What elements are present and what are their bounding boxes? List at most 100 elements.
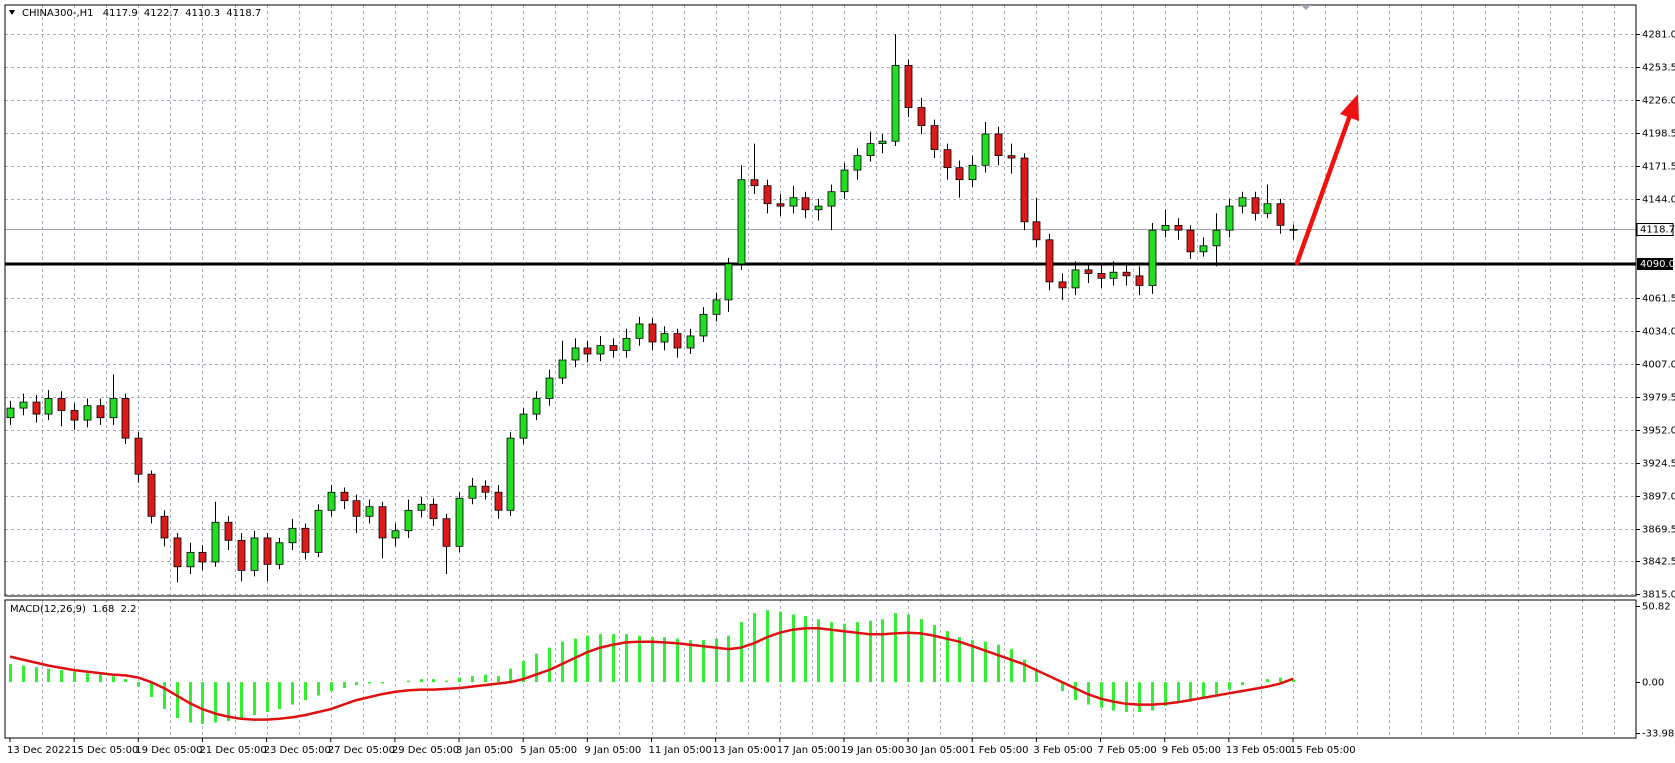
- candle-body: [404, 509, 413, 532]
- y-tick-label: 3815.0: [1642, 590, 1675, 601]
- y2-tick-label: -33.98: [1642, 729, 1674, 740]
- candle-body: [1058, 281, 1067, 289]
- candle-body: [596, 345, 605, 355]
- level-label: 4090.0: [1640, 259, 1675, 270]
- x-tick-label: 21 Dec 05:00: [199, 745, 266, 756]
- y-tick-label: 4007.0: [1642, 360, 1675, 371]
- candle-body: [635, 323, 644, 339]
- candle-body: [583, 347, 592, 355]
- candle-body: [173, 537, 182, 568]
- y-tick-label: 4034.0: [1642, 327, 1675, 338]
- current-price-box: [1636, 223, 1674, 236]
- candle-body: [250, 537, 259, 571]
- x-tick-label: 15 Feb 05:00: [1290, 745, 1356, 756]
- y-tick-label: 4253.5: [1642, 63, 1675, 74]
- candle-body: [1007, 155, 1016, 159]
- candle-body: [878, 140, 887, 145]
- header-high: 4122.7: [144, 8, 179, 19]
- candle-body: [776, 203, 785, 207]
- candle-body: [365, 506, 374, 517]
- candle-body: [314, 509, 323, 553]
- candle-body: [198, 551, 207, 563]
- candle-body: [237, 539, 246, 571]
- x-tick-label: 3 Jan 05:00: [456, 745, 513, 756]
- candle-body: [301, 527, 310, 553]
- y2-tick-label: 50.82: [1642, 602, 1671, 613]
- candle-body: [622, 337, 631, 351]
- candle-body: [44, 398, 53, 415]
- candle-body: [391, 530, 400, 539]
- x-tick-label: 13 Jan 05:00: [713, 745, 776, 756]
- y-tick-label: 4281.0: [1642, 30, 1675, 41]
- candle-body: [1148, 229, 1157, 286]
- macd-pane-frame: [4, 599, 1637, 739]
- y-tick-label: 3842.5: [1642, 557, 1675, 568]
- candle-body: [121, 398, 130, 439]
- candle-body: [904, 65, 913, 108]
- x-tick-label: 17 Jan 05:00: [777, 745, 840, 756]
- candle-body: [468, 485, 477, 499]
- candle-body: [378, 506, 387, 539]
- candle-body: [442, 518, 451, 547]
- candle-body: [558, 359, 567, 379]
- x-tick-label: 5 Jan 05:00: [520, 745, 577, 756]
- y-tick-label: 3869.5: [1642, 525, 1675, 536]
- candle-body: [1289, 228, 1298, 231]
- x-tick-label: 3 Feb 05:00: [1033, 745, 1092, 756]
- x-tick-label: 15 Dec 05:00: [71, 745, 138, 756]
- candle-body: [801, 197, 810, 211]
- candle-body: [1032, 221, 1041, 241]
- candle-body: [57, 398, 66, 411]
- y-tick-label: 4144.0: [1642, 195, 1675, 206]
- candle-body: [917, 107, 926, 126]
- x-tick-label: 9 Feb 05:00: [1162, 745, 1221, 756]
- candle-body: [545, 377, 554, 399]
- y-tick-label: 3952.0: [1642, 426, 1675, 437]
- candle-body: [340, 491, 349, 502]
- candle-body: [968, 164, 977, 181]
- x-tick-label: 7 Feb 05:00: [1098, 745, 1157, 756]
- candle-body: [981, 133, 990, 166]
- header-open: 4117.9: [103, 8, 138, 19]
- candle-body: [455, 497, 464, 547]
- candle-body: [1097, 273, 1106, 279]
- candle-body: [1045, 239, 1054, 283]
- annotation-arrow: [1294, 94, 1359, 266]
- candle-body: [1020, 157, 1029, 223]
- y-tick-label: 3979.5: [1642, 393, 1675, 404]
- candle-body: [699, 313, 708, 337]
- candle-body: [930, 125, 939, 151]
- x-tick-label: 27 Dec 05:00: [328, 745, 395, 756]
- symbol: CHINA300-,H1: [22, 8, 94, 19]
- candle-body: [1199, 245, 1208, 253]
- candle-body: [6, 407, 15, 419]
- candle-body: [724, 263, 733, 301]
- candle-body: [160, 515, 169, 539]
- x-tick-label: 13 Dec 2022: [7, 745, 71, 756]
- level-box: [1637, 258, 1673, 270]
- candle-body: [96, 405, 105, 419]
- candle-body: [1186, 229, 1195, 253]
- candle-body: [571, 347, 580, 361]
- candle-body: [1122, 271, 1131, 277]
- candle-body: [1238, 197, 1247, 207]
- candle-body: [147, 473, 156, 517]
- candle-body: [866, 143, 875, 157]
- shift-marker: [1301, 5, 1311, 10]
- candle-body: [750, 179, 759, 187]
- candle-body: [789, 197, 798, 207]
- x-tick-label: 23 Dec 05:00: [264, 745, 331, 756]
- candle-body: [1135, 275, 1144, 286]
- candle-body: [481, 485, 490, 493]
- menu-triangle: [9, 10, 15, 15]
- candle-body: [814, 205, 823, 211]
- main-pane-frame: [4, 4, 1637, 597]
- macd-signal-value: 2.2: [121, 604, 137, 615]
- candle-body: [263, 537, 272, 565]
- candle-body: [1071, 269, 1080, 289]
- candle-body: [1276, 203, 1285, 226]
- macd-name: MACD(12,26,9): [10, 604, 86, 615]
- y-tick-label: 4226.0: [1642, 96, 1675, 107]
- candle-body: [417, 503, 426, 511]
